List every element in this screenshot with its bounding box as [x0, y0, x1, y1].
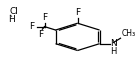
Text: F: F	[38, 30, 43, 39]
Text: H: H	[8, 15, 15, 24]
Text: F: F	[29, 22, 34, 31]
Text: Cl: Cl	[9, 7, 18, 16]
Text: CH₃: CH₃	[121, 29, 136, 38]
Text: F: F	[42, 12, 47, 22]
Text: F: F	[75, 8, 80, 17]
Text: N: N	[110, 39, 117, 48]
Text: H: H	[111, 47, 117, 56]
